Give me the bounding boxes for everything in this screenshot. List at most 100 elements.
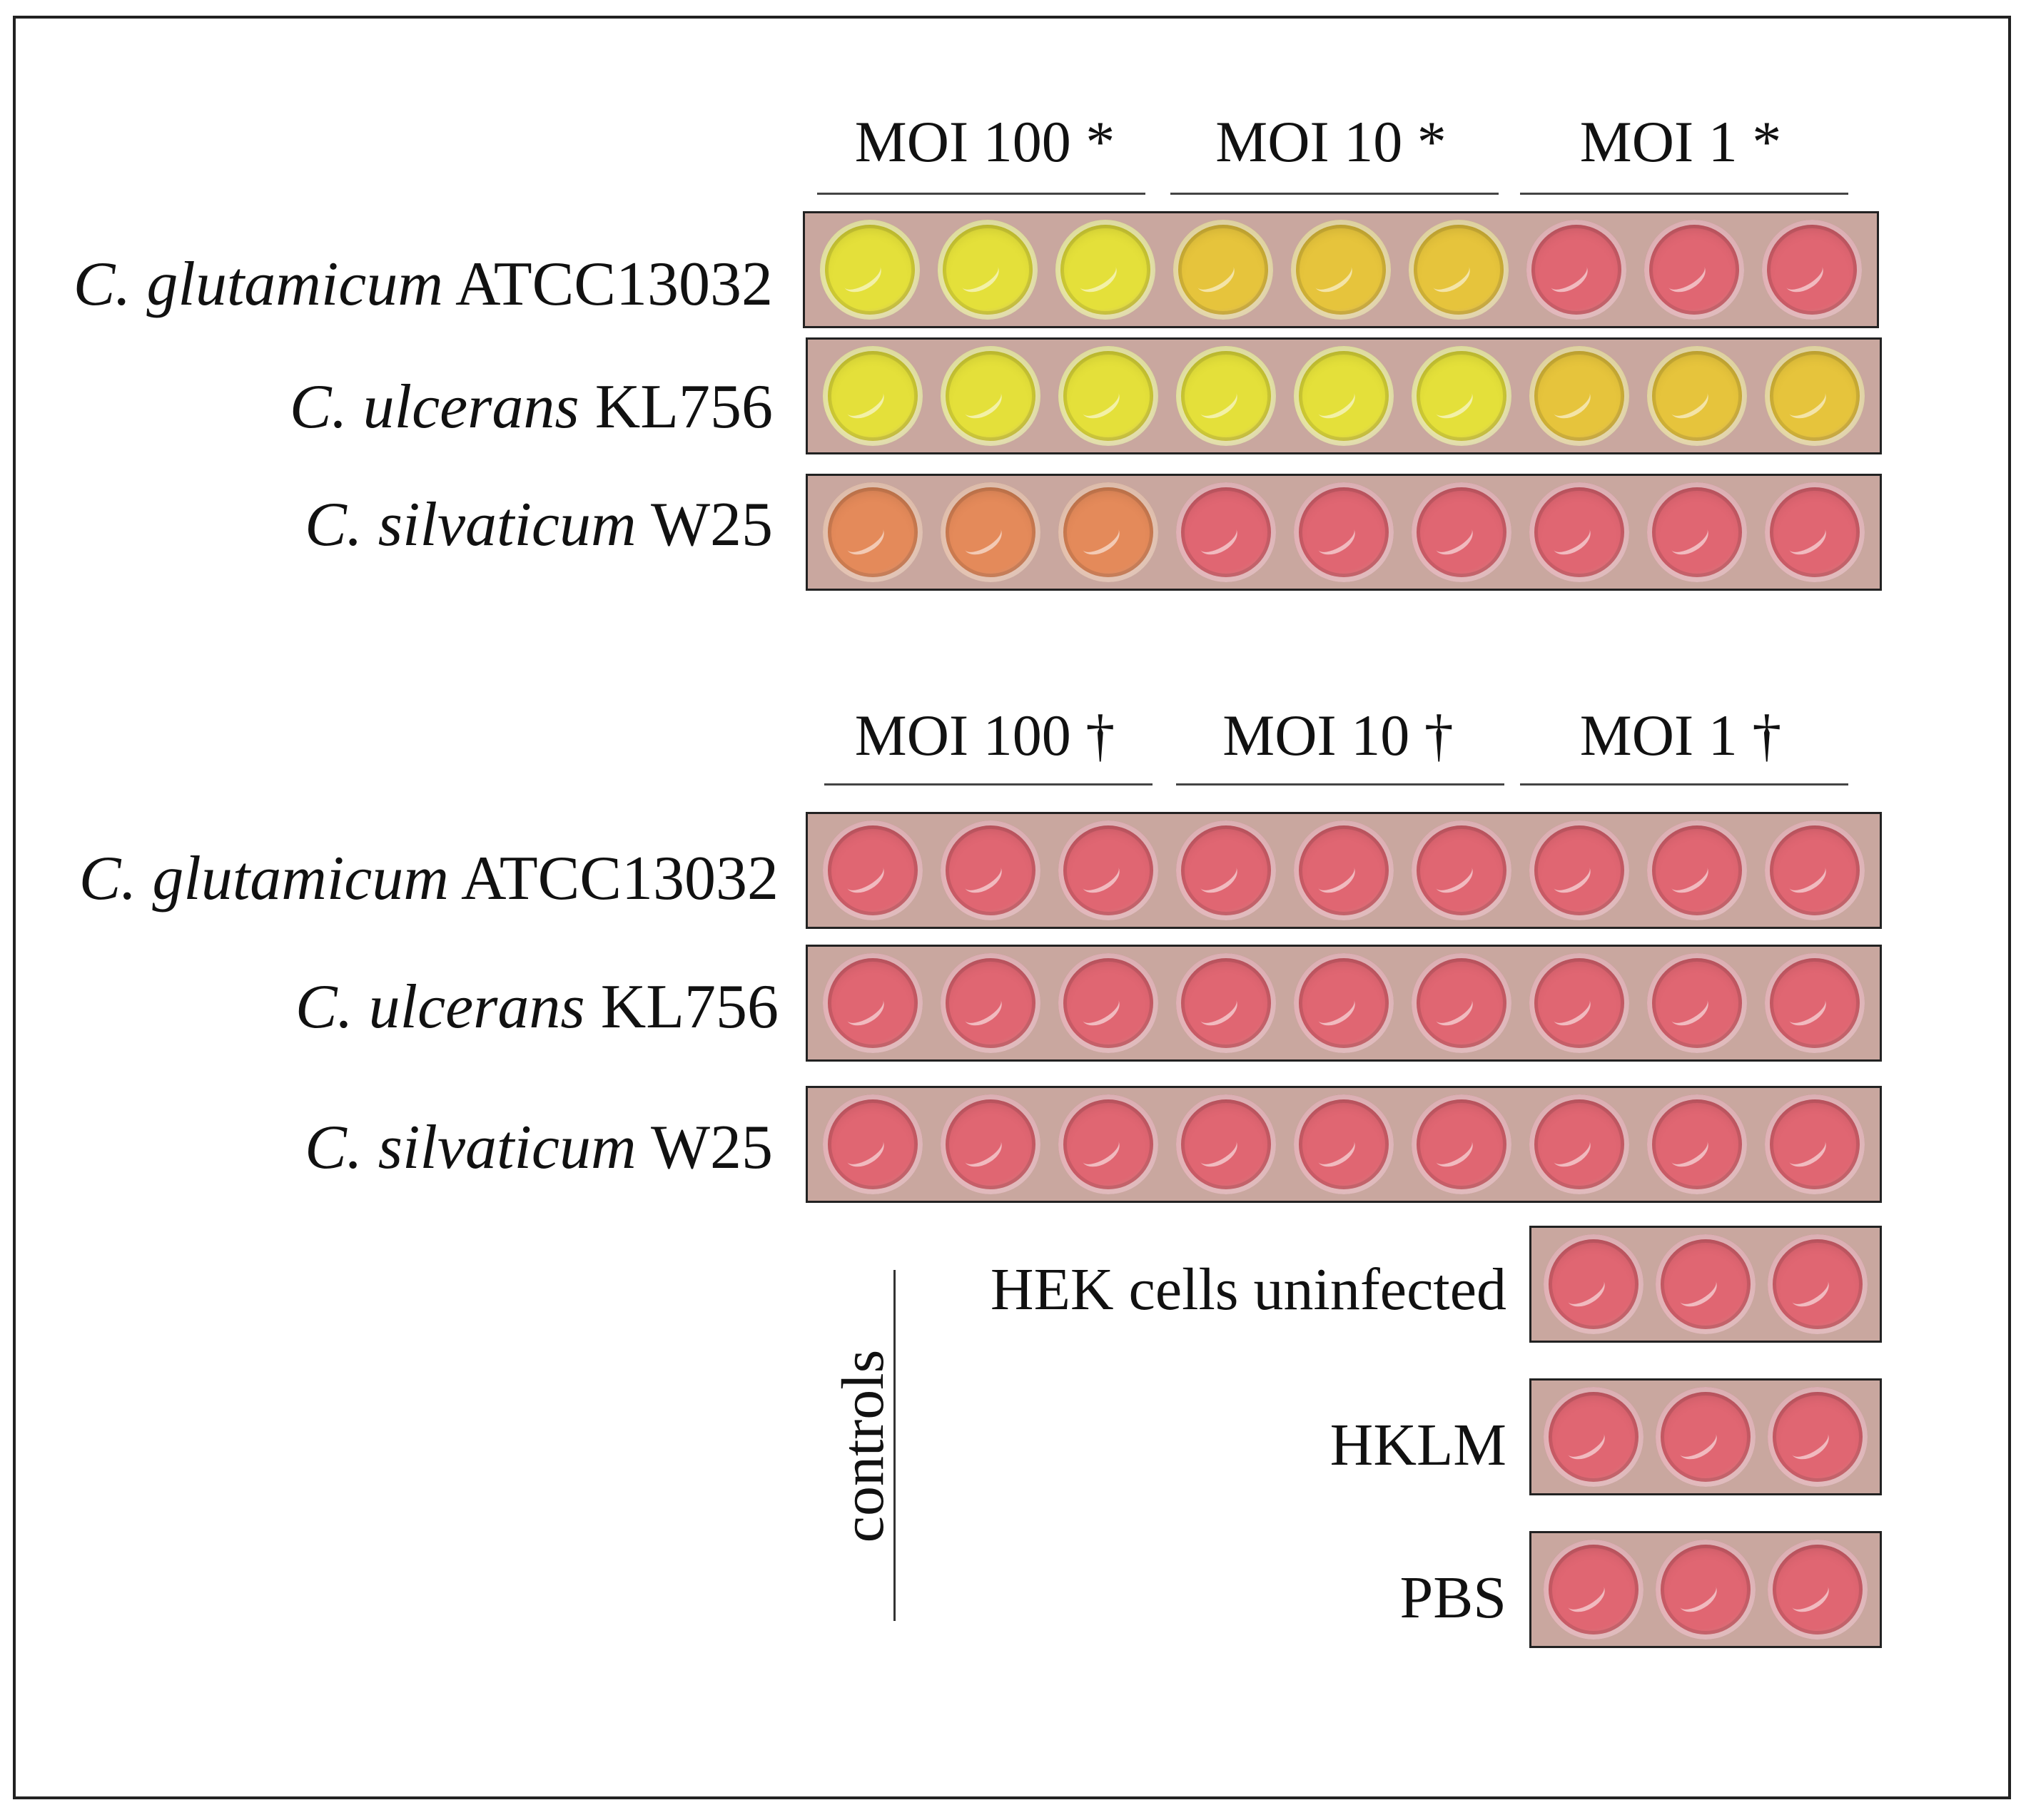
well [1412, 482, 1512, 582]
header-underline [1520, 193, 1848, 195]
well [1768, 1387, 1868, 1487]
well [1058, 1094, 1158, 1194]
well [1647, 820, 1748, 920]
well [940, 820, 1040, 920]
well [940, 953, 1040, 1053]
well [1293, 1094, 1394, 1194]
well [1765, 482, 1865, 582]
strain-name: W25 [650, 1113, 773, 1182]
well [1412, 346, 1512, 446]
well [1768, 1540, 1868, 1639]
row-label-glutamicum-panel1: C. glutamicum ATCC13032 [74, 253, 773, 316]
well [940, 482, 1040, 582]
header-underline [1520, 783, 1848, 786]
well [1655, 1387, 1756, 1487]
well [1293, 346, 1394, 446]
well [1409, 220, 1509, 320]
well [1058, 820, 1158, 920]
well [1647, 346, 1748, 446]
well [1543, 1234, 1643, 1334]
well-strip-control-pbs [1529, 1531, 1882, 1648]
species-name: C. ulcerans [295, 972, 585, 1042]
well [1655, 1234, 1756, 1334]
well [1647, 953, 1748, 1053]
well-strip-glutamicum-panel2 [806, 812, 1882, 929]
well [1543, 1387, 1643, 1487]
well [1644, 220, 1745, 320]
well [1647, 482, 1748, 582]
controls-bracket-line [893, 1270, 896, 1621]
well [1765, 346, 1865, 446]
well-strip-silvaticum-panel1 [806, 474, 1882, 591]
well [822, 820, 923, 920]
well-strip-control-hklm [1529, 1378, 1882, 1495]
well [1290, 220, 1391, 320]
species-name: C. ulcerans [289, 372, 579, 442]
header-moi-1-panel1: MOI 1 * [1579, 109, 1782, 174]
well [822, 953, 923, 1053]
well-strip-silvaticum-panel2 [806, 1086, 1882, 1203]
well [1765, 1094, 1865, 1194]
strain-name: ATCC13032 [461, 844, 779, 913]
well-strip-control-hek [1529, 1226, 1882, 1343]
well [1293, 482, 1394, 582]
well [1529, 1094, 1630, 1194]
species-name: C. silvaticum [305, 1113, 637, 1182]
header-moi-10-panel2: MOI 10 † [1222, 703, 1454, 768]
header-moi-10-panel1: MOI 10 * [1215, 109, 1447, 174]
row-label-ulcerans-panel1: C. ulcerans KL756 [290, 376, 773, 439]
strain-name: W25 [650, 490, 773, 559]
species-name: C. glutamicum [73, 250, 443, 319]
well [1412, 1094, 1512, 1194]
well [1762, 220, 1863, 320]
figure-frame [13, 16, 2011, 1799]
well [1175, 346, 1276, 446]
strain-name: ATCC13032 [455, 250, 773, 319]
well [1647, 1094, 1748, 1194]
row-label-ulcerans-panel2: C. ulcerans KL756 [295, 976, 779, 1039]
header-underline [1170, 193, 1499, 195]
well-strip-ulcerans-panel2 [806, 945, 1882, 1062]
well [1058, 482, 1158, 582]
well [1768, 1234, 1868, 1334]
well [1175, 482, 1276, 582]
row-label-silvaticum-panel2: C. silvaticum W25 [305, 1117, 773, 1179]
well [1293, 820, 1394, 920]
well [1655, 1540, 1756, 1639]
well [1293, 953, 1394, 1053]
well [1529, 346, 1630, 446]
well [1529, 482, 1630, 582]
control-label-hek: HEK cells uninfected [990, 1256, 1506, 1323]
header-moi-100-panel1: MOI 100 * [854, 109, 1115, 174]
control-label-pbs: PBS [1399, 1565, 1506, 1631]
controls-label: controls [830, 1349, 896, 1543]
well [1412, 953, 1512, 1053]
well [1529, 820, 1630, 920]
header-underline [824, 783, 1153, 786]
header-underline [1176, 783, 1504, 786]
well [1175, 1094, 1276, 1194]
header-underline [817, 193, 1145, 195]
control-label-hklm: HKLM [1329, 1412, 1506, 1478]
well-strip-ulcerans-panel1 [806, 337, 1882, 454]
well [1172, 220, 1273, 320]
header-moi-1-panel2: MOI 1 † [1579, 703, 1782, 768]
well [1058, 953, 1158, 1053]
well [822, 1094, 923, 1194]
well [1529, 953, 1630, 1053]
well [1526, 220, 1627, 320]
row-label-silvaticum-panel1: C. silvaticum W25 [305, 494, 773, 556]
well [940, 1094, 1040, 1194]
row-label-glutamicum-panel2: C. glutamicum ATCC13032 [79, 848, 779, 910]
strain-name: KL756 [594, 372, 773, 442]
species-name: C. glutamicum [78, 844, 449, 913]
well [1175, 820, 1276, 920]
strain-name: KL756 [600, 972, 779, 1042]
header-moi-100-panel2: MOI 100 † [854, 703, 1115, 768]
well [1765, 820, 1865, 920]
well [937, 220, 1038, 320]
well [1765, 953, 1865, 1053]
well [822, 346, 923, 446]
well [1175, 953, 1276, 1053]
well [940, 346, 1040, 446]
